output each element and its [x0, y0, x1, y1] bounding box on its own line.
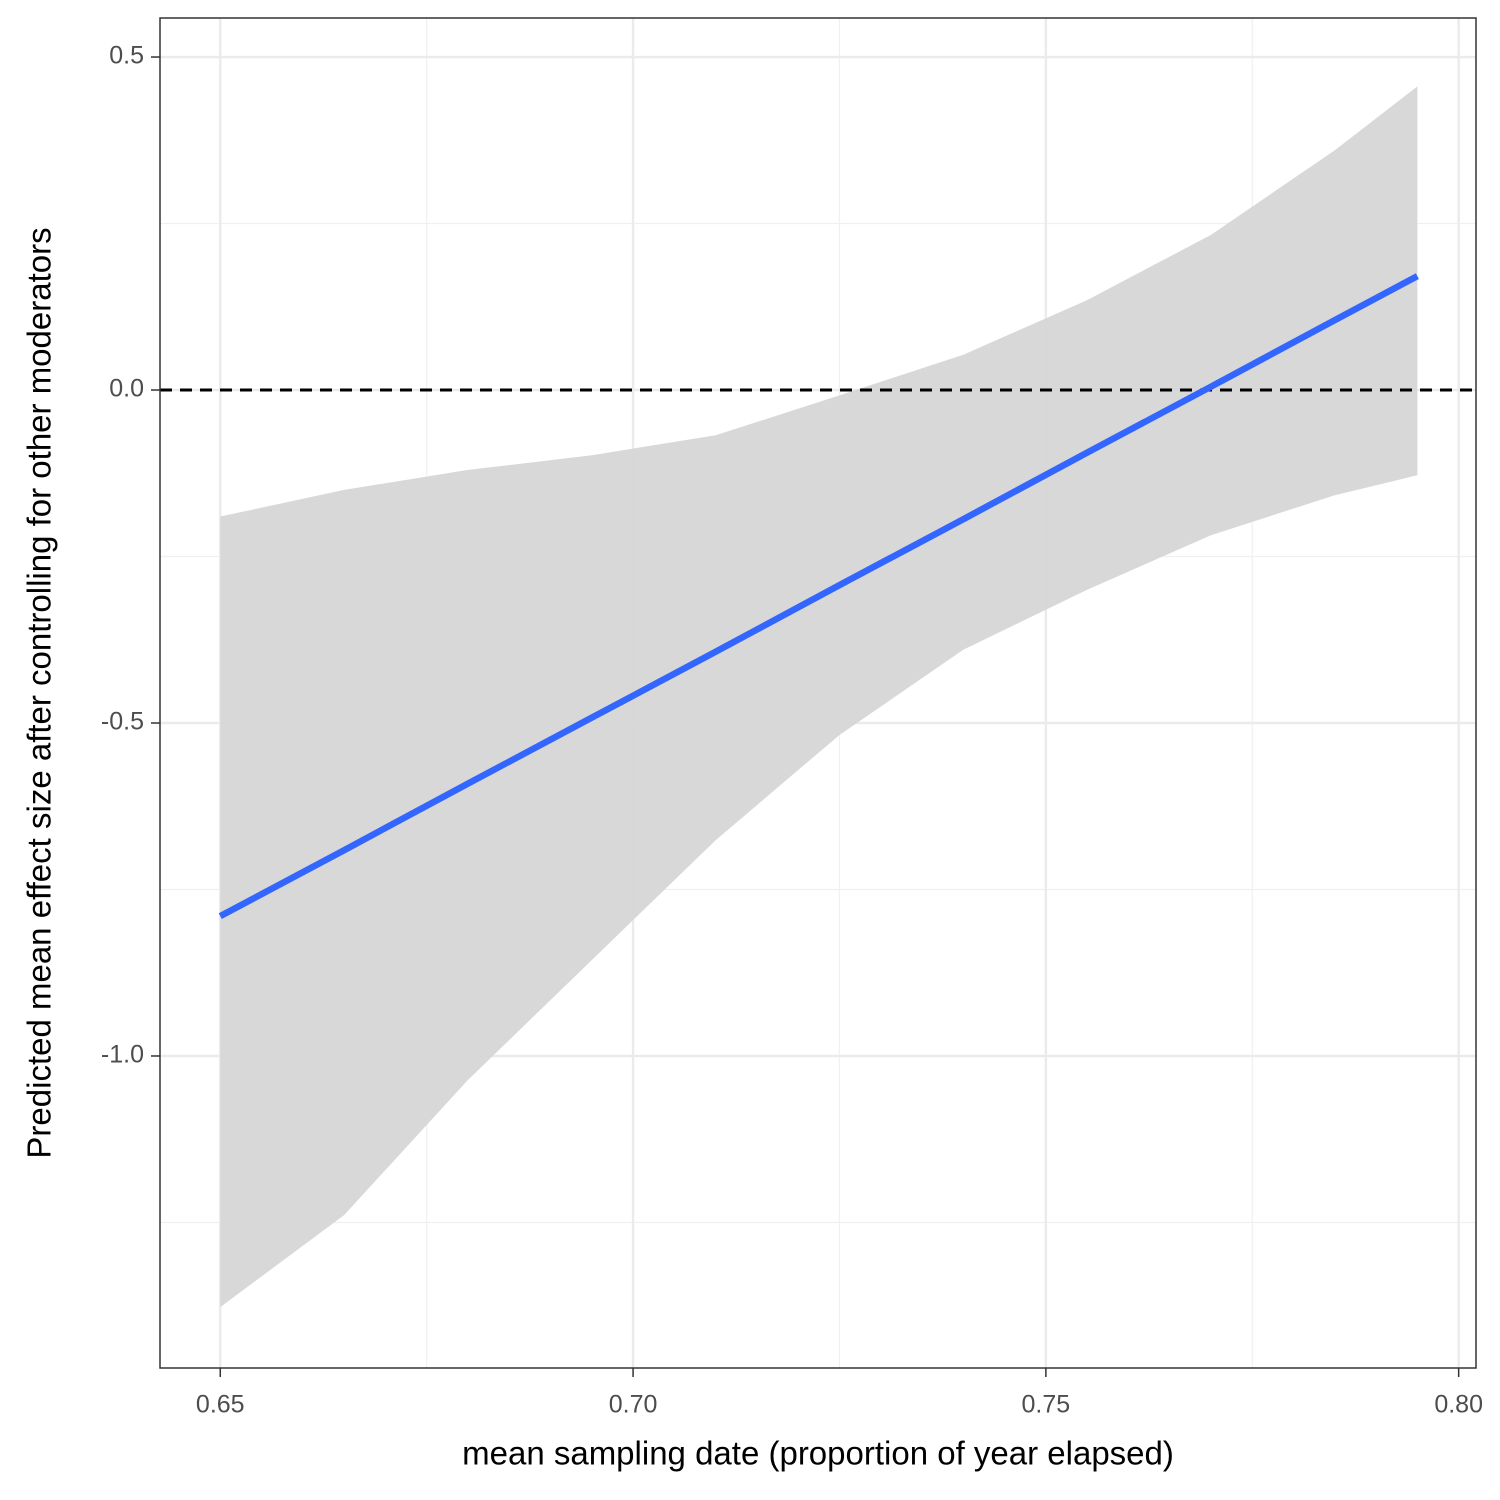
x-tick-label: 0.65 — [196, 1391, 245, 1419]
x-tick-label: 0.70 — [609, 1391, 658, 1419]
panel-border — [159, 17, 1477, 1369]
plot-area — [160, 86, 1476, 1308]
confidence-band — [220, 86, 1418, 1308]
fit-line — [218, 273, 1419, 920]
x-axis-title: mean sampling date (proportion of year e… — [462, 1435, 1174, 1472]
y-tick-label: -1.0 — [101, 1041, 144, 1069]
axes: 0.65 0.70 0.75 0.80 0.5 0.0 -0.5 -1.0 — [101, 42, 1483, 1419]
x-tick-label: 0.75 — [1022, 1391, 1071, 1419]
y-axis-title: Predicted mean effect size after control… — [21, 227, 58, 1158]
y-tick-label: 0.0 — [109, 375, 144, 403]
y-tick-label: -0.5 — [101, 708, 144, 736]
x-tick-label: 0.80 — [1434, 1391, 1483, 1419]
y-tick-label: 0.5 — [109, 42, 144, 70]
